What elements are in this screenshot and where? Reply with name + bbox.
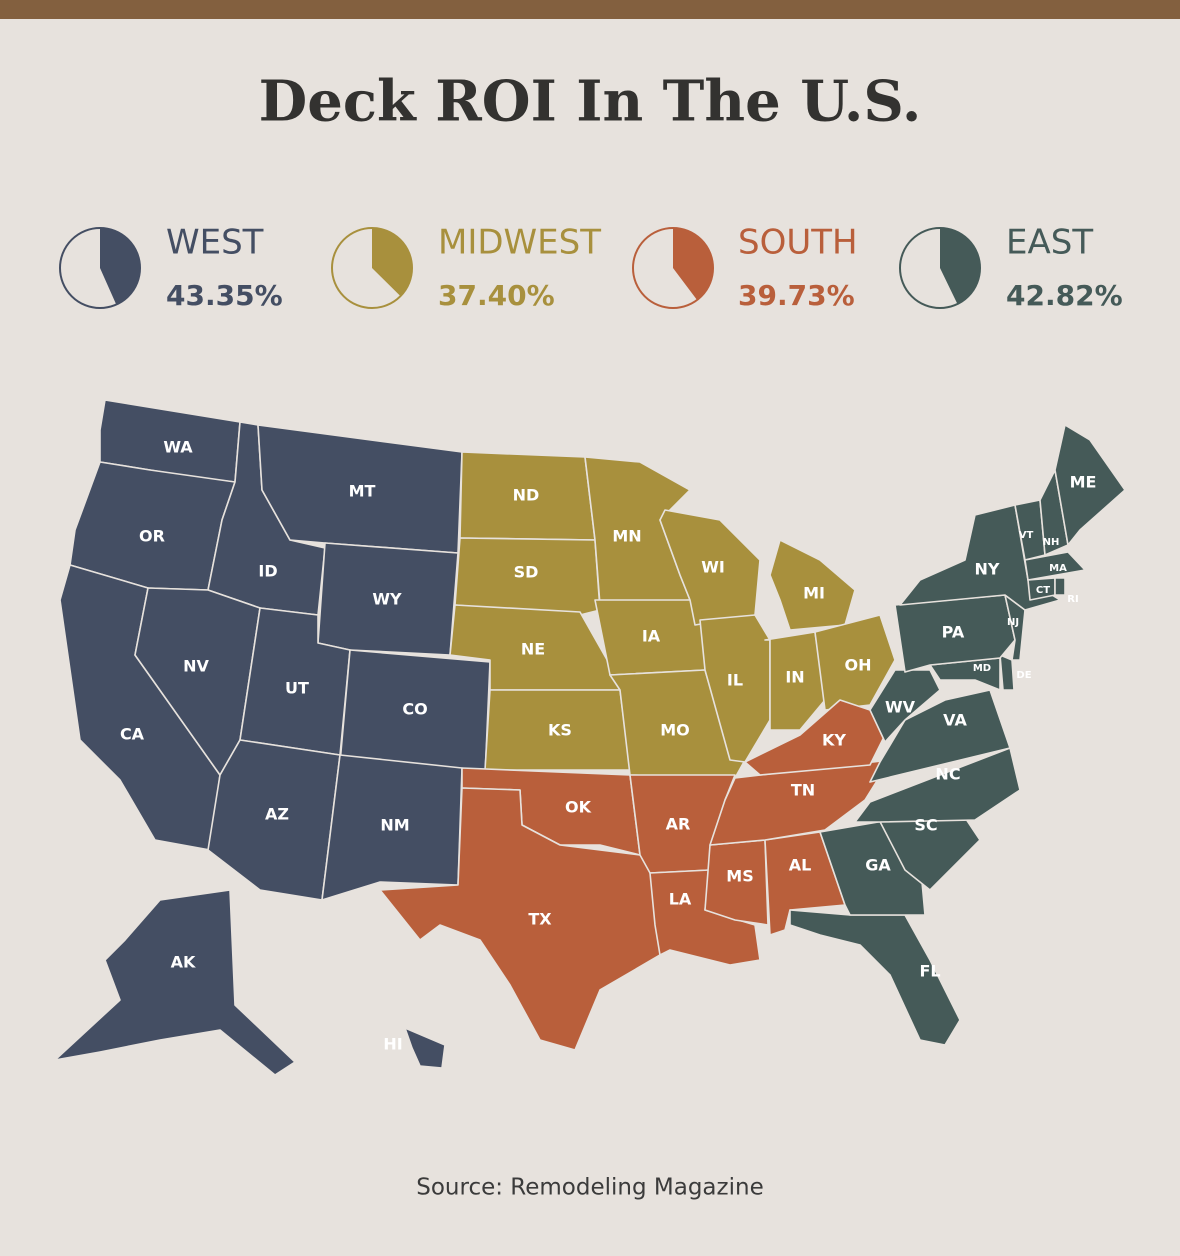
state-label: CA bbox=[120, 725, 145, 744]
pie-wedge bbox=[673, 228, 713, 300]
state-label: GA bbox=[865, 856, 891, 875]
state-label: OR bbox=[139, 527, 165, 546]
state-label: NJ bbox=[1007, 617, 1019, 628]
state-label: NE bbox=[521, 640, 545, 659]
region-roi: 43.35% bbox=[166, 279, 283, 312]
state-label: ME bbox=[1070, 473, 1097, 492]
state-label: TX bbox=[528, 910, 552, 929]
state bbox=[1024, 551, 1086, 581]
state-label: WI bbox=[701, 558, 725, 577]
state bbox=[454, 537, 601, 616]
state-label: HI bbox=[383, 1035, 402, 1054]
state-label: KY bbox=[822, 731, 846, 750]
region-roi: 42.82% bbox=[1006, 279, 1123, 312]
state-label: CO bbox=[402, 700, 427, 719]
state bbox=[999, 654, 1015, 691]
state-label: MD bbox=[973, 663, 991, 674]
top-bar bbox=[0, 0, 1180, 19]
title: Deck ROI In The U.S. bbox=[259, 69, 922, 135]
state-label: ID bbox=[258, 562, 277, 581]
state bbox=[814, 614, 896, 711]
state-label: VT bbox=[1019, 530, 1034, 541]
state-label: FL bbox=[919, 962, 940, 981]
region-name: EAST bbox=[1006, 223, 1093, 263]
state bbox=[1054, 424, 1126, 546]
state-label: MI bbox=[803, 584, 825, 603]
state bbox=[379, 787, 661, 1051]
state-label: TN bbox=[791, 781, 815, 800]
region-name: MIDWEST bbox=[438, 223, 601, 263]
state-label: NV bbox=[183, 657, 209, 676]
state-label: NC bbox=[935, 765, 960, 784]
state-label: MT bbox=[349, 482, 376, 501]
state-label: AK bbox=[171, 953, 196, 972]
region-name: WEST bbox=[166, 223, 264, 263]
state-label: MO bbox=[660, 721, 690, 740]
state bbox=[317, 542, 459, 656]
state-label: DE bbox=[1016, 670, 1031, 681]
pie-wedge bbox=[940, 228, 980, 304]
region-roi: 37.40% bbox=[438, 279, 555, 312]
state bbox=[699, 614, 771, 763]
state-label: KS bbox=[548, 721, 572, 740]
state bbox=[1054, 577, 1066, 596]
state-label: PA bbox=[942, 623, 965, 642]
pie-wedge bbox=[372, 228, 412, 297]
state-label: MN bbox=[612, 527, 641, 546]
state-label: UT bbox=[285, 679, 309, 698]
state-label: IL bbox=[727, 671, 743, 690]
state-label: AZ bbox=[265, 805, 289, 824]
state-label: CT bbox=[1036, 585, 1050, 596]
state-label: SC bbox=[914, 816, 937, 835]
state bbox=[869, 669, 941, 743]
state-label: AR bbox=[666, 815, 691, 834]
state-label: VA bbox=[943, 711, 967, 730]
state bbox=[54, 889, 296, 1076]
region-name: SOUTH bbox=[738, 223, 858, 263]
state-label: LA bbox=[669, 890, 692, 909]
state-label: SD bbox=[514, 563, 539, 582]
state-label: NH bbox=[1043, 537, 1060, 548]
legend: WEST 43.35% MIDWEST 37.40% SOUTH 39.73% EAST 42… bbox=[59, 223, 1123, 312]
state-label: WA bbox=[163, 438, 193, 457]
pie-wedge bbox=[100, 228, 141, 305]
state-label: MS bbox=[726, 867, 753, 886]
state-label: NY bbox=[975, 560, 1000, 579]
state-label: NM bbox=[380, 816, 409, 835]
region-roi: 39.73% bbox=[738, 279, 855, 312]
state-label: ND bbox=[513, 486, 540, 505]
state bbox=[321, 754, 463, 901]
state bbox=[769, 539, 856, 631]
state-label: MA bbox=[1049, 563, 1067, 574]
state-label: RI bbox=[1067, 594, 1078, 605]
state-label: OK bbox=[565, 798, 592, 817]
state bbox=[659, 509, 761, 626]
state bbox=[404, 1027, 446, 1069]
state-label: AL bbox=[789, 856, 812, 875]
map: WA OR CA ID MT WY NV UT CO AZ NM AK HI ND SD NE KS MN IA MO… bbox=[54, 399, 1126, 1076]
state-label: WV bbox=[885, 698, 916, 717]
state-label: IA bbox=[642, 627, 661, 646]
state-label: WY bbox=[372, 590, 402, 609]
state-label: IN bbox=[785, 668, 804, 687]
state-label: OH bbox=[845, 656, 872, 675]
source: Source: Remodeling Magazine bbox=[416, 1175, 763, 1201]
